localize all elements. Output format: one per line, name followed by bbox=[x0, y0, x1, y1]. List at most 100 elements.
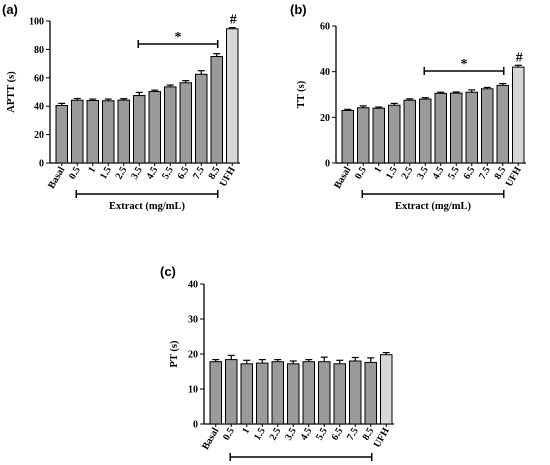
panel-2-y-label: TT (s) bbox=[296, 80, 307, 108]
panel-1-x-tick-label: 4.5 bbox=[145, 165, 161, 181]
panel-2-bar bbox=[341, 109, 354, 164]
panel-3-y-label: PT (s) bbox=[169, 340, 180, 367]
panel-3-x-tick-label: 1.5 bbox=[252, 426, 268, 442]
panel-3-y-tick-label: 0 bbox=[193, 420, 198, 431]
panel-2-y-tick-label: 40 bbox=[320, 67, 330, 78]
panel-3-x-tick-label: 7.5 bbox=[345, 426, 361, 442]
panel-2-bar bbox=[419, 98, 432, 164]
panel-1-bar bbox=[86, 100, 99, 164]
panel-1-bar bbox=[179, 82, 192, 164]
panel-2-x-tick-label: 1.5 bbox=[384, 165, 400, 181]
panel-1-label: (a) bbox=[2, 2, 18, 17]
panel-3-bar bbox=[256, 362, 269, 425]
panel-1-bar bbox=[133, 95, 146, 164]
panel-1-x-tick-label: 5.5 bbox=[160, 165, 176, 181]
panel-2-bar bbox=[388, 104, 401, 164]
panel-1-y-tick-label: 0 bbox=[39, 159, 44, 170]
panel-3-x-tick-label: 1 bbox=[240, 426, 252, 436]
panel-1-x-tick-label: 6.5 bbox=[176, 165, 192, 181]
panel-3-x-tick-label: Basal bbox=[200, 426, 221, 452]
panel-2-bar bbox=[372, 107, 385, 164]
panel-3-x-tick-label: 3.5 bbox=[283, 426, 299, 442]
panel-3-x-tick-label: 5.5 bbox=[314, 426, 330, 442]
panel-1-bar bbox=[71, 99, 84, 164]
panel-1-y-label: APTT (s) bbox=[6, 71, 17, 113]
panel-1-bar bbox=[210, 56, 223, 164]
panel-3-bar bbox=[271, 361, 284, 425]
panel-3-y-tick-label: 20 bbox=[188, 350, 198, 361]
panel-1-y-tick-label: 100 bbox=[29, 17, 44, 28]
panel-1-x-tick-label: 1.5 bbox=[98, 165, 114, 181]
panel-3-bar bbox=[225, 359, 238, 425]
panel-1-x-tick-label: 1 bbox=[86, 165, 98, 175]
panel-1-ufh-label: # bbox=[230, 13, 237, 28]
panel-2-y-tick-label: 20 bbox=[320, 113, 330, 124]
panel-3-x-tick-label: 6.5 bbox=[330, 426, 346, 442]
panel-2-bar bbox=[465, 91, 478, 164]
panel-1-y-tick-label: 40 bbox=[34, 102, 44, 113]
panel-2-label: (b) bbox=[290, 2, 307, 17]
panel-1-y-tick-label: 60 bbox=[34, 73, 44, 84]
panel-3-y-tick-label: 30 bbox=[188, 315, 198, 326]
panel-1-bar bbox=[55, 104, 68, 164]
panel-2-x-tick-label: 5.5 bbox=[446, 165, 462, 181]
panel-3-bar bbox=[380, 354, 393, 425]
panel-1-x-tick-label: 0.5 bbox=[67, 165, 83, 181]
panel-3-y-tick-label: 40 bbox=[188, 280, 198, 291]
panel-2-ufh-label: # bbox=[516, 50, 523, 65]
panel-2-bar bbox=[434, 92, 447, 164]
panel-3-bar bbox=[318, 361, 331, 425]
panel-2-x-label: Extract (mg/mL) bbox=[395, 201, 472, 212]
panel-3-bar bbox=[333, 363, 346, 425]
panel-2-bar bbox=[403, 99, 416, 164]
panel-1-bar bbox=[117, 99, 130, 164]
panel-1-bar bbox=[148, 91, 161, 164]
panel-2-x-tick-label: 3.5 bbox=[415, 165, 431, 181]
panel-1-x-tick-label: Basal bbox=[46, 165, 67, 191]
panel-1-bar bbox=[195, 73, 208, 164]
panel-2-x-tick-label: 6.5 bbox=[462, 165, 478, 181]
panel-3-y-tick-label: 10 bbox=[188, 385, 198, 396]
panel-1-bar bbox=[102, 100, 115, 164]
panel-2-x-tick-label: UFH bbox=[504, 165, 524, 189]
panel-2-bar bbox=[450, 92, 463, 164]
panel-1-y-tick-label: 20 bbox=[34, 130, 44, 141]
panel-1-x-tick-label: 7.5 bbox=[191, 165, 207, 181]
panel-3-bar bbox=[349, 360, 362, 425]
panel-1-x-tick-label: 2.5 bbox=[114, 165, 130, 181]
panel-2-y-tick-label: 60 bbox=[320, 22, 330, 33]
panel-2-x-tick-label: 4.5 bbox=[431, 165, 447, 181]
panel-3-x-tick-label: 0.5 bbox=[221, 426, 237, 442]
panel-3-x-tick-label: 2.5 bbox=[268, 426, 284, 442]
panel-1-y-tick-label: 80 bbox=[34, 45, 44, 56]
panel-2-bar bbox=[512, 66, 525, 164]
panel-2-x-tick-label: 7.5 bbox=[477, 165, 493, 181]
panel-1-x-tick-label: UFH bbox=[218, 165, 238, 189]
panel-2-bracket-label: * bbox=[461, 57, 468, 72]
panel-3-label: (c) bbox=[160, 264, 176, 279]
panel-1-x-tick-label: 3.5 bbox=[129, 165, 145, 181]
panel-2-bar bbox=[496, 84, 509, 164]
panel-2-x-tick-label: 1 bbox=[372, 165, 384, 175]
panel-1-x-label: Extract (mg/mL) bbox=[109, 201, 186, 212]
panel-2-bar bbox=[357, 107, 370, 164]
panel-1-bracket-label: * bbox=[175, 30, 182, 45]
panel-3-bar bbox=[240, 363, 253, 425]
panel-2-y-tick-label: 0 bbox=[325, 159, 330, 170]
panel-2-x-tick-label: 2.5 bbox=[400, 165, 416, 181]
panel-3-x-tick-label: UFH bbox=[372, 426, 392, 450]
panel-2-bar bbox=[481, 88, 494, 164]
panel-3-x-tick-label: 4.5 bbox=[299, 426, 315, 442]
panel-1-x-tick-label: 8.5 bbox=[207, 165, 223, 181]
panel-1-bar bbox=[164, 86, 177, 164]
panel-3-bar bbox=[287, 363, 300, 425]
panel-3-x-tick-label: 8.5 bbox=[361, 426, 377, 442]
panel-2-x-tick-label: Basal bbox=[332, 165, 353, 191]
panel-3-bar bbox=[302, 361, 315, 425]
panel-3-bar bbox=[209, 361, 222, 425]
panel-1-bar bbox=[226, 28, 239, 164]
panel-2-x-tick-label: 8.5 bbox=[493, 165, 509, 181]
panel-3-bar bbox=[364, 361, 377, 425]
panel-2-x-tick-label: 0.5 bbox=[353, 165, 369, 181]
